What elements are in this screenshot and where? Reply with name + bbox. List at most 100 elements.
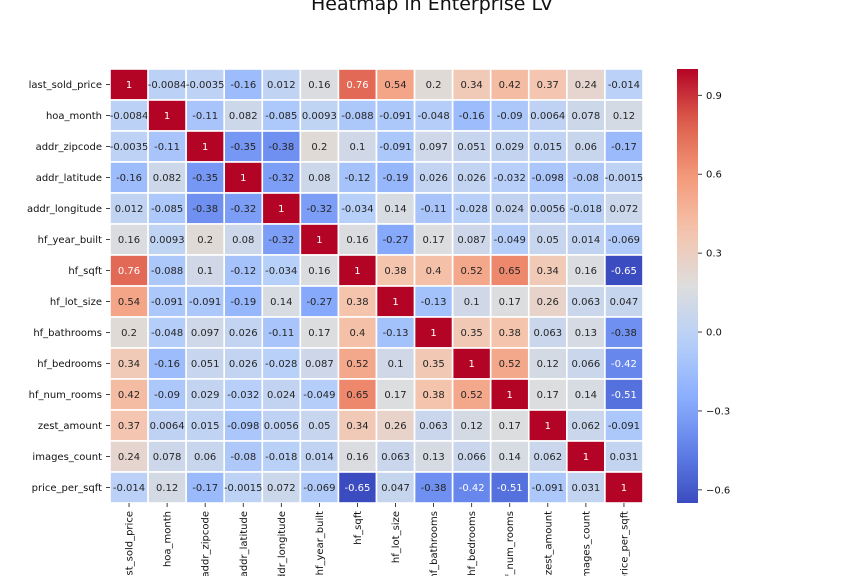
cell-value-label: 0.087 [457,235,486,246]
heatmap-cell [527,161,568,194]
cell-value-label: 0.12 [537,359,559,370]
cell-value-label: 0.097 [419,142,448,153]
heatmap-cell [299,285,340,318]
heatmap-cell [261,378,302,411]
cell-value-label: -0.16 [116,173,142,184]
cell-value-label: 0.65 [346,390,368,401]
cell-value-label: -0.13 [383,328,409,339]
cell-value-label: 0.24 [575,80,597,91]
row-label: addr_longitude [27,204,102,215]
cell-value-label: 1 [430,328,436,339]
cell-value-label: -0.32 [268,173,294,184]
column-labels: last_sold_price hoa_month addr_zipcode addr… [125,503,630,576]
heatmap-cell [527,254,568,287]
cell-value-label: 0.063 [533,328,562,339]
cell-value-label: 0.34 [346,421,368,432]
cell-value-label: 0.05 [537,235,559,246]
column-label: hf_lot_size [391,511,402,563]
cell-value-label: 1 [354,266,360,277]
row-label: images_count [32,452,102,463]
heatmap-cell [147,347,187,380]
cell-value-label: 0.026 [419,173,448,184]
cell-value-label: 0.047 [381,483,410,494]
row-label: hf_bedrooms [37,359,102,370]
heatmap-cell [413,130,454,163]
heatmap-cell [223,316,264,349]
column-label: addr_longitude [277,511,288,576]
cell-value-label: 0.34 [537,266,559,277]
column-label: hf_bedrooms [467,511,478,576]
heatmap-cell [489,192,530,225]
cell-value-label: 0.17 [384,390,406,401]
cell-value-label: 0.14 [499,452,521,463]
heatmap-cell [299,161,340,194]
cell-value-label: 0.026 [457,173,486,184]
cell-value-label: 1 [468,359,474,370]
cell-value-label: 0.17 [499,297,521,308]
cell-value-label: 0.52 [499,359,521,370]
cell-value-label: -0.091 [189,297,221,308]
cell-value-label: 0.14 [270,297,292,308]
heatmap-cell [147,378,187,411]
heatmap-cell [375,161,416,194]
cell-value-label: 0.063 [381,452,410,463]
cell-value-label: -0.38 [268,142,294,153]
cell-value-label: -0.65 [611,266,637,277]
cell-value-label: -0.034 [341,204,373,215]
cell-value-label: -0.08 [573,173,599,184]
cell-value-label: 0.16 [308,266,330,277]
cell-value-label: -0.65 [345,483,371,494]
heatmap-cell [566,440,606,473]
cell-value-label: 0.65 [499,266,521,277]
heatmap-cell [299,409,340,442]
cell-value-label: -0.014 [113,483,145,494]
cell-value-label: 0.015 [533,142,562,153]
cell-value-label: 0.12 [461,421,483,432]
cell-value-label: -0.32 [230,204,256,215]
heatmap-cell [413,99,454,132]
cell-value-label: -0.0035 [186,80,225,91]
cell-value-label: 0.014 [305,452,334,463]
column-label: zest_amount [543,511,554,575]
cell-value-label: -0.09 [497,111,523,122]
row-label: hoa_month [46,111,102,122]
heatmap-cell [451,285,492,318]
heatmap-cell [337,223,378,256]
heatmap-cell [375,378,416,411]
column-label: hoa_month [163,511,174,567]
cell-value-label: 0.1 [197,266,213,277]
cell-value-label: 1 [316,235,322,246]
colorbar-tick-label: −0.3 [706,406,730,417]
heatmap-cell [527,285,568,318]
cell-value-label: 0.014 [572,235,601,246]
cell-value-label: 0.0064 [150,421,185,432]
cell-value-label: 0.1 [464,297,480,308]
cell-value-label: -0.028 [456,204,488,215]
cell-value-label: 0.0056 [530,204,565,215]
cell-value-label: -0.51 [611,390,637,401]
cell-value-label: 0.52 [346,359,368,370]
cell-value-label: -0.048 [151,328,183,339]
cell-value-label: 0.12 [156,483,178,494]
cell-value-label: 0.38 [346,297,368,308]
cell-value-label: 0.072 [267,483,296,494]
cell-value-label: -0.098 [227,421,259,432]
heatmap-cell [185,316,226,349]
cell-value-label: 0.0093 [150,235,185,246]
cell-value-label: 0.14 [384,204,406,215]
cell-value-label: -0.42 [611,359,637,370]
cell-value-label: 1 [240,173,246,184]
cell-value-label: -0.091 [379,142,411,153]
cell-value-label: -0.085 [265,111,297,122]
cell-value-label: 0.17 [499,421,521,432]
cell-value-label: 0.026 [229,328,258,339]
cell-value-label: -0.35 [192,173,218,184]
column-label: addr_zipcode [201,511,212,576]
heatmap-cell [375,347,416,380]
cell-value-label: 0.015 [191,421,220,432]
cell-value-label: 0.38 [499,328,521,339]
row-label: price_per_sqft [32,483,102,494]
heatmap-cell [337,254,378,287]
heatmap-cell [223,254,264,287]
cell-value-label: 0.35 [422,359,444,370]
